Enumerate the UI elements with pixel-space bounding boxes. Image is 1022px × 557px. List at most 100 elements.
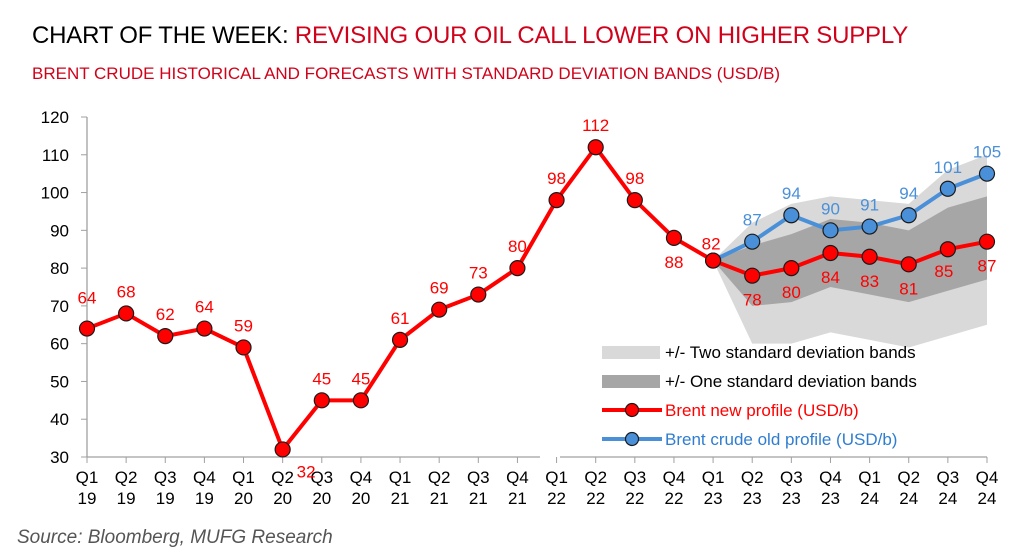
old-profile-data-label: 94 <box>899 184 918 203</box>
new-profile-point <box>665 229 683 246</box>
x-tick-label-year: 20 <box>351 489 370 508</box>
new-profile-point <box>313 392 330 409</box>
new-profile-data-label: 69 <box>430 279 449 298</box>
new-profile-data-label: 78 <box>743 291 762 310</box>
old-profile-data-label: 101 <box>934 158 962 177</box>
legend-two-sd-swatch <box>602 346 660 359</box>
new-profile-data-label: 87 <box>978 257 997 276</box>
old-profile-data-label: 90 <box>821 199 840 218</box>
old-profile-point <box>900 207 917 224</box>
new-profile-data-label: 82 <box>702 235 721 254</box>
new-profile-point <box>431 301 448 318</box>
x-tick-label-quarter: Q2 <box>897 468 920 487</box>
old-profile-point <box>939 180 956 197</box>
new-profile-data-label: 45 <box>312 369 331 388</box>
chart-title: CHART OF THE WEEK: REVISING OUR OIL CALL… <box>32 22 908 50</box>
x-tick-label-year: 19 <box>78 489 97 508</box>
new-profile-point <box>391 331 409 348</box>
chart-subtitle: BRENT CRUDE HISTORICAL AND FORECASTS WIT… <box>32 64 781 83</box>
y-tick-label: 50 <box>50 372 69 391</box>
new-profile-data-label: 81 <box>899 279 918 298</box>
axis-layer: 30 40 50 60 70 80 90 100 110 120 Q1 19 Q2 19 Q3 19 Q4 19 Q… <box>41 108 999 508</box>
new-profile-data-label: 112 <box>582 116 609 135</box>
new-profile-point <box>744 267 761 284</box>
y-tick-label: 60 <box>50 335 69 354</box>
x-tick-label-year: 19 <box>195 489 214 508</box>
x-tick-label-year: 20 <box>234 489 253 508</box>
legend-old-profile-marker <box>624 431 640 447</box>
legend-new-profile-marker <box>624 402 640 418</box>
y-tick-label: 120 <box>41 108 69 127</box>
x-tick-label-quarter: Q1 <box>76 468 99 487</box>
x-tick-label-quarter: Q1 <box>545 468 568 487</box>
x-tick-label-quarter: Q2 <box>741 468 764 487</box>
legend-label: +/- Two standard deviation bands <box>665 343 916 362</box>
new-profile-point <box>470 286 487 303</box>
x-tick-label-quarter: Q4 <box>663 468 686 487</box>
new-profile-data-label: 73 <box>469 264 488 283</box>
y-tick-label: 70 <box>50 297 69 316</box>
new-profile-data-label: 98 <box>547 169 566 188</box>
new-profile-data-label: 68 <box>117 282 136 301</box>
x-tick-label-year: 19 <box>117 489 136 508</box>
new-profile-data-label: 61 <box>391 309 410 328</box>
new-profile-point <box>626 192 643 209</box>
y-tick-label: 90 <box>50 221 69 240</box>
new-profile-data-label: 80 <box>782 283 801 302</box>
new-profile-point <box>939 241 956 258</box>
new-profile-point <box>587 139 604 156</box>
y-tick-label: 100 <box>41 184 69 203</box>
legend: +/- Two standard deviation bands +/- One … <box>602 343 917 449</box>
y-tick-label: 80 <box>50 259 69 278</box>
y-tick-label: 110 <box>42 146 69 165</box>
new-profile-data-label: 85 <box>934 262 953 281</box>
data-labels-layer: 87 94 90 91 94 101 105 64 68 62 64 59 32 45 45 61 69 73 80… <box>78 116 1002 481</box>
new-profile-data-label: 45 <box>351 369 370 388</box>
new-profile-point <box>196 320 213 337</box>
legend-label: +/- One standard deviation bands <box>665 372 917 391</box>
x-tick-label-quarter: Q4 <box>506 468 529 487</box>
x-tick-label-year: 24 <box>899 489 918 508</box>
legend-label: Brent crude old profile (USD/b) <box>665 430 897 449</box>
x-tick-label-quarter: Q1 <box>232 468 255 487</box>
x-tick-label-year: 24 <box>978 489 997 508</box>
new-profile-point <box>235 339 252 356</box>
x-tick-label-year: 24 <box>938 489 957 508</box>
new-profile-data-label: 83 <box>860 272 879 291</box>
new-profile-point <box>978 233 996 250</box>
x-tick-label-quarter: Q2 <box>115 468 138 487</box>
x-tick-label-year: 24 <box>860 489 879 508</box>
new-profile-data-label: 62 <box>156 305 175 324</box>
new-profile-point <box>274 441 291 458</box>
old-profile-data-label: 91 <box>860 196 879 215</box>
title-highlight: REVISING OUR OIL CALL LOWER ON HIGHER SU… <box>294 22 909 49</box>
x-tick-label-quarter: Q3 <box>623 468 646 487</box>
y-tick-label: 30 <box>50 448 69 467</box>
new-profile-point <box>157 328 174 345</box>
x-tick-label-quarter: Q4 <box>193 468 216 487</box>
x-tick-label-year: 21 <box>469 489 488 508</box>
old-profile-data-label: 87 <box>743 211 762 230</box>
x-tick-label-year: 23 <box>821 489 840 508</box>
old-profile-point <box>822 222 839 239</box>
new-profile-data-label: 64 <box>78 289 97 308</box>
lines-layer <box>78 139 996 458</box>
x-tick-label-quarter: Q1 <box>389 468 412 487</box>
x-tick-label-quarter: Q2 <box>584 468 607 487</box>
old-profile-point <box>783 207 800 224</box>
x-tick-label-year: 20 <box>312 489 331 508</box>
x-tick-label-quarter: Q3 <box>310 468 333 487</box>
x-tick-label-quarter: Q3 <box>154 468 177 487</box>
new-profile-data-label: 98 <box>625 169 644 188</box>
new-profile-data-label: 84 <box>821 268 840 287</box>
x-tick-label-quarter: Q2 <box>271 468 294 487</box>
old-profile-point <box>861 218 878 235</box>
old-profile-data-label: 94 <box>782 184 801 203</box>
bands-layer <box>713 154 987 348</box>
x-tick-label-year: 23 <box>704 489 723 508</box>
new-profile-point <box>783 260 800 277</box>
x-tick-label-year: 21 <box>508 489 527 508</box>
legend-label: Brent new profile (USD/b) <box>665 401 859 420</box>
new-profile-point <box>822 244 839 262</box>
